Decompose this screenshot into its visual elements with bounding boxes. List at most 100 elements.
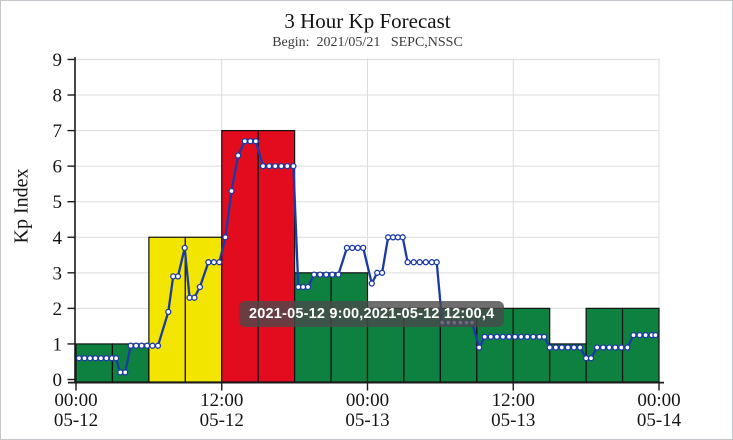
x-tick-date-label: 05-14: [637, 410, 682, 431]
kp-line-marker[interactable]: [272, 162, 279, 170]
kp-line-marker[interactable]: [304, 283, 312, 291]
kp-line-marker[interactable]: [593, 344, 601, 351]
kp-line-marker[interactable]: [630, 331, 637, 339]
y-tick-label: 9: [53, 50, 63, 71]
kp-line-marker[interactable]: [92, 355, 99, 362]
kp-line-marker[interactable]: [112, 355, 120, 362]
kp-line-marker[interactable]: [143, 342, 151, 349]
kp-line-marker[interactable]: [404, 259, 411, 266]
kp-bar[interactable]: [184, 236, 223, 383]
kp-line-marker[interactable]: [624, 344, 631, 351]
kp-line-marker[interactable]: [205, 259, 212, 266]
kp-line-marker[interactable]: [86, 355, 94, 362]
kp-line-marker[interactable]: [524, 333, 531, 340]
kp-line-marker[interactable]: [259, 162, 267, 170]
y-tick-label: 6: [53, 157, 63, 178]
kp-line-marker[interactable]: [278, 162, 285, 170]
kp-line-marker[interactable]: [378, 269, 386, 276]
kp-line-marker[interactable]: [103, 355, 110, 362]
kp-bar[interactable]: [512, 307, 551, 383]
kp-line-marker[interactable]: [558, 344, 565, 351]
kp-line-marker[interactable]: [368, 280, 375, 287]
kp-line-marker[interactable]: [222, 234, 229, 241]
kp-line-marker[interactable]: [416, 259, 423, 266]
kp-bar[interactable]: [221, 129, 259, 383]
kp-line-marker[interactable]: [181, 244, 188, 252]
kp-line-marker[interactable]: [252, 138, 259, 145]
kp-line-marker[interactable]: [191, 294, 198, 301]
kp-line-marker[interactable]: [149, 342, 156, 349]
kp-line-marker[interactable]: [546, 344, 553, 351]
kp-line-marker[interactable]: [284, 162, 291, 170]
kp-line-marker[interactable]: [323, 271, 330, 278]
kp-line-marker[interactable]: [165, 308, 172, 316]
kp-line-marker[interactable]: [618, 344, 625, 351]
kp-line-marker[interactable]: [360, 244, 367, 252]
kp-bar[interactable]: [75, 343, 114, 383]
kp-line-marker[interactable]: [228, 187, 235, 195]
kp-line-marker[interactable]: [487, 333, 494, 340]
x-tick-date-label: 05-12: [54, 410, 98, 431]
kp-line-marker[interactable]: [354, 244, 361, 252]
kp-line-marker[interactable]: [499, 333, 507, 340]
kp-line-marker[interactable]: [636, 331, 643, 339]
kp-line-marker[interactable]: [196, 283, 204, 291]
kp-line-marker[interactable]: [241, 138, 248, 145]
kp-line-marker[interactable]: [481, 333, 488, 340]
kp-line-marker[interactable]: [587, 355, 595, 362]
kp-line-marker[interactable]: [122, 369, 129, 376]
kp-line-marker[interactable]: [349, 244, 356, 252]
kp-line-marker[interactable]: [606, 344, 613, 351]
kp-line-marker[interactable]: [576, 344, 584, 351]
kp-line-marker[interactable]: [564, 344, 572, 351]
kp-line-marker[interactable]: [75, 355, 83, 362]
kp-line-marker[interactable]: [290, 162, 297, 170]
y-tick-label: 2: [53, 299, 63, 320]
kp-line-marker[interactable]: [612, 344, 619, 351]
kp-line-marker[interactable]: [642, 331, 649, 339]
kp-line-marker[interactable]: [399, 234, 406, 241]
kp-line-marker[interactable]: [210, 259, 218, 266]
kp-line-marker[interactable]: [247, 138, 254, 145]
kp-bar[interactable]: [330, 272, 369, 383]
kp-line-marker[interactable]: [476, 344, 483, 351]
kp-line-marker[interactable]: [97, 355, 105, 362]
x-tick-date-label: 05-12: [200, 410, 244, 431]
kp-line-marker[interactable]: [132, 342, 140, 349]
kp-line-marker[interactable]: [154, 342, 162, 349]
kp-line-marker[interactable]: [234, 152, 242, 159]
kp-line-marker[interactable]: [599, 344, 607, 351]
kp-line-marker[interactable]: [335, 271, 342, 278]
kp-line-marker[interactable]: [552, 344, 559, 351]
kp-line-marker[interactable]: [511, 333, 519, 340]
kp-line-marker[interactable]: [652, 331, 659, 339]
kp-line-marker[interactable]: [81, 355, 88, 362]
kp-line-marker[interactable]: [493, 333, 501, 340]
kp-line-marker[interactable]: [570, 344, 578, 351]
kp-line-marker[interactable]: [433, 259, 440, 266]
kp-line-marker[interactable]: [343, 244, 351, 252]
kp-line-marker[interactable]: [517, 333, 525, 340]
kp-line-marker[interactable]: [410, 259, 417, 266]
kp-line-marker[interactable]: [329, 271, 336, 278]
kp-line-marker[interactable]: [216, 259, 223, 266]
chart-title: 3 Hour Kp Forecast: [284, 9, 451, 33]
kp-line-marker[interactable]: [422, 259, 429, 266]
kp-line-marker[interactable]: [138, 342, 145, 349]
chart-subtitle: Begin: 2021/05/21 SEPC,NSSC: [272, 35, 463, 50]
kp-line-marker[interactable]: [541, 333, 548, 340]
kp-line-marker[interactable]: [310, 271, 318, 278]
kp-line-marker[interactable]: [265, 162, 273, 170]
x-tick-time-label: 12:00: [200, 390, 243, 411]
kp-bar[interactable]: [257, 129, 296, 383]
kp-line-marker[interactable]: [174, 273, 182, 280]
y-tick-label: 8: [53, 86, 63, 107]
kp-line-marker[interactable]: [530, 333, 537, 340]
kp-line-marker[interactable]: [582, 355, 590, 362]
kp-line-marker[interactable]: [505, 333, 513, 340]
kp-line-marker[interactable]: [127, 342, 134, 349]
x-tick-time-label: 00:00: [346, 390, 389, 411]
kp-line-marker[interactable]: [316, 271, 324, 278]
